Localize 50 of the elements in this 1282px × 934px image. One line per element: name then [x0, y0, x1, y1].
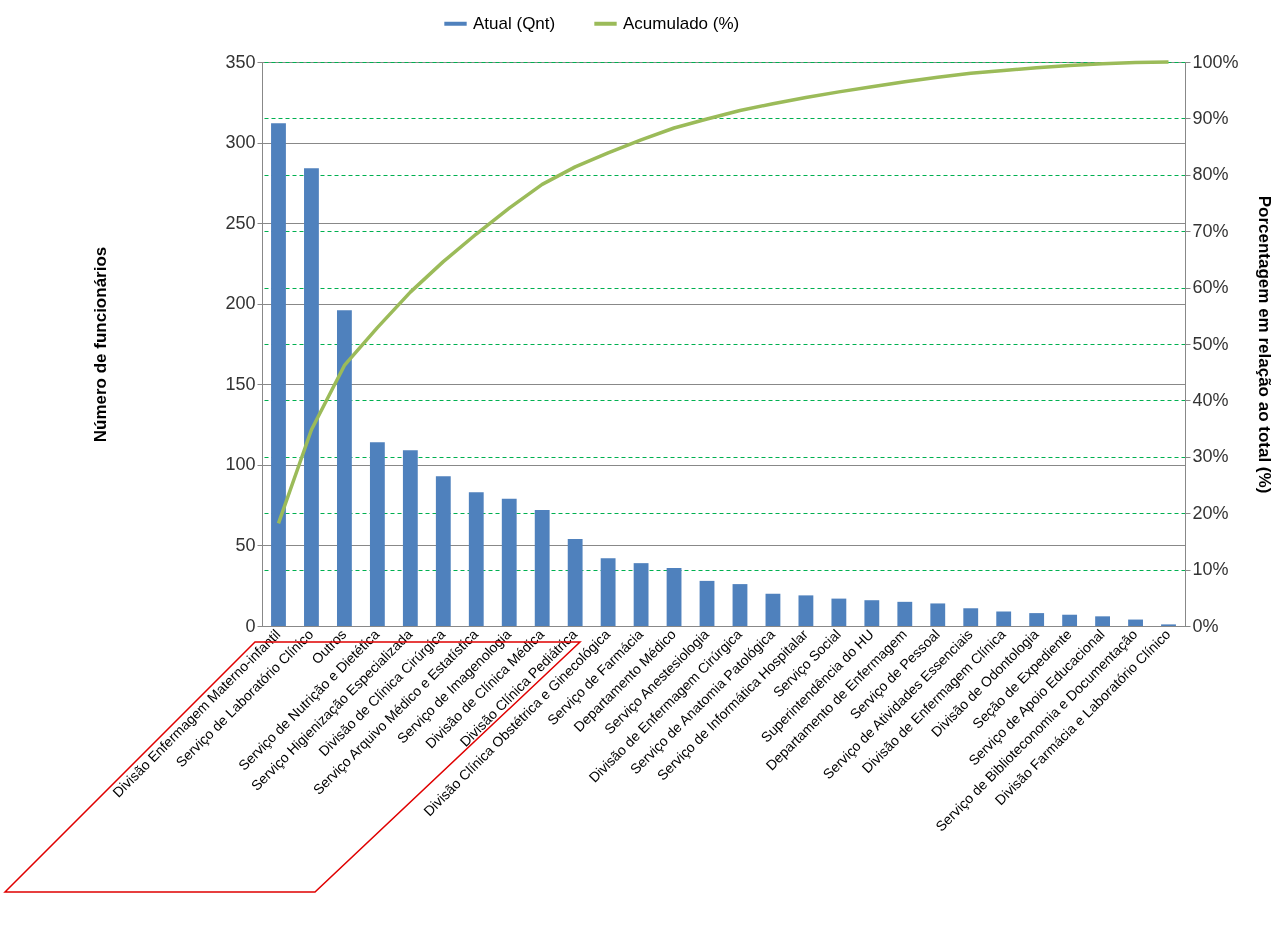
bar — [930, 603, 946, 626]
bar — [633, 563, 649, 626]
y-tick-label: 100 — [225, 454, 256, 475]
bar — [1029, 613, 1045, 626]
line-series — [276, 60, 1171, 526]
bar — [1062, 614, 1078, 626]
bar — [435, 476, 451, 626]
y2-tick-label: 70% — [1192, 220, 1229, 241]
bar — [831, 598, 847, 626]
bar — [402, 450, 418, 626]
y2-tick-label: 100% — [1192, 51, 1239, 72]
bar — [996, 611, 1012, 626]
bar — [336, 310, 352, 626]
bar — [468, 492, 484, 626]
bar — [304, 168, 319, 626]
bar — [798, 595, 814, 626]
y-axis-title: Número de funcionários — [91, 246, 111, 443]
legend-label: Atual (Qnt) — [473, 13, 556, 33]
y-tick-label: 200 — [225, 293, 256, 314]
y-tick-label: 300 — [225, 132, 256, 153]
y-tick-label: 250 — [225, 212, 256, 233]
bar — [765, 593, 781, 626]
y2-tick-label: 20% — [1192, 502, 1229, 523]
bar — [501, 498, 517, 626]
y2-tick-label: 90% — [1192, 107, 1229, 128]
y2-tick-label: 10% — [1192, 559, 1229, 580]
bar — [1095, 616, 1111, 626]
bar — [271, 123, 286, 626]
y2-tick-label: 50% — [1192, 333, 1229, 354]
bar — [963, 608, 979, 626]
bar — [864, 600, 880, 626]
y2-axis-title: Porcentagem em relação ao total (%) — [1254, 195, 1274, 494]
y2-tick-label: 60% — [1192, 277, 1229, 298]
legend-label: Acumulado (%) — [623, 13, 740, 33]
bar — [897, 601, 913, 626]
bar — [567, 538, 583, 626]
y2-tick-label: 0% — [1192, 615, 1219, 636]
y2-tick-label: 30% — [1192, 446, 1229, 467]
y-tick-label: 150 — [225, 373, 256, 394]
y-tick-label: 350 — [225, 51, 256, 72]
bar — [666, 567, 682, 626]
y2-tick-label: 80% — [1192, 164, 1229, 185]
bar — [600, 558, 616, 626]
bar — [369, 442, 385, 626]
bar — [732, 584, 748, 626]
y-tick-label: 50 — [235, 534, 256, 555]
bar — [534, 509, 550, 626]
y2-tick-label: 40% — [1192, 389, 1229, 410]
bar — [1128, 619, 1143, 626]
bar — [699, 580, 715, 626]
